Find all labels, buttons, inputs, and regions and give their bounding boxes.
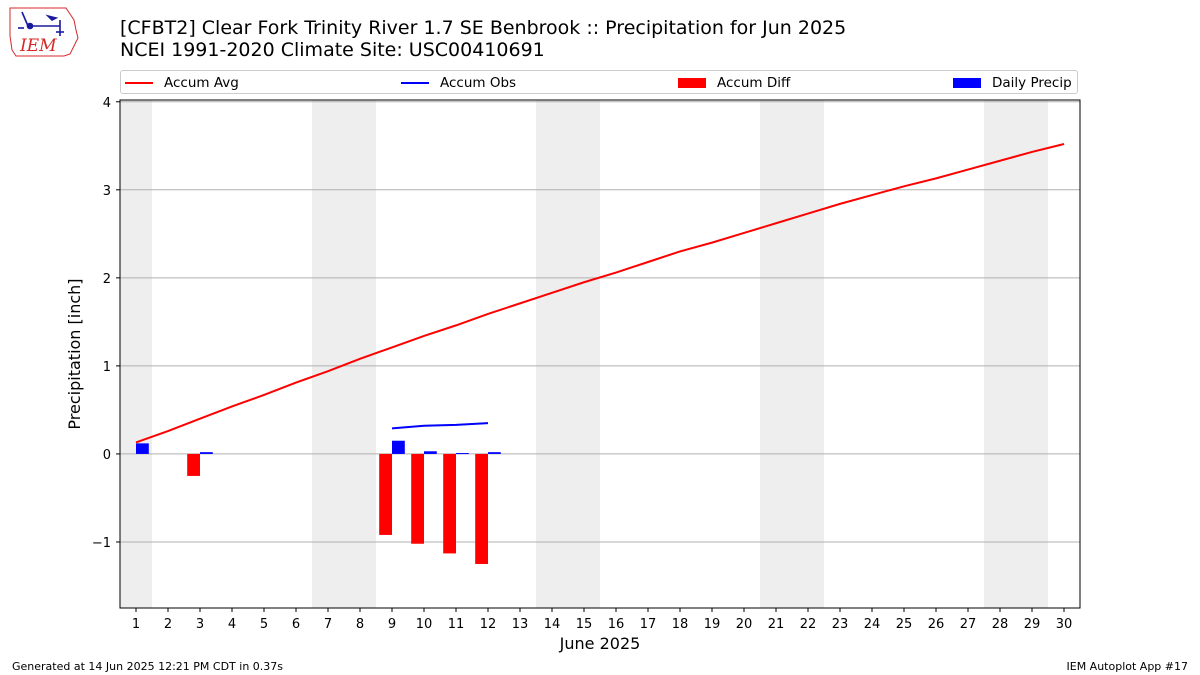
legend-swatch-accum-avg xyxy=(125,82,153,84)
y-tick-label-1: 0 xyxy=(103,448,111,463)
weekend-band-0 xyxy=(120,100,152,608)
y-tick-label-5: 4 xyxy=(103,96,111,111)
footer-app-text: IEM Autoplot App #17 xyxy=(1066,660,1189,673)
y-axis-ticks: −1 0 1 2 3 4 xyxy=(92,96,120,551)
x-tick-label-5: 5 xyxy=(260,617,268,632)
legend-label-accum-avg: Accum Avg xyxy=(164,75,239,91)
y-tick-label-3: 2 xyxy=(103,272,111,287)
x-tick-label-6: 6 xyxy=(292,617,300,632)
line-series xyxy=(135,143,1065,444)
weekend-shading xyxy=(120,100,1048,608)
grid-lines xyxy=(120,101,1080,543)
accum-diff-bar-9 xyxy=(379,453,392,535)
x-tick-label-10: 10 xyxy=(416,617,433,632)
daily-precip-bar-1 xyxy=(136,443,149,454)
x-tick-label-16: 16 xyxy=(608,617,625,632)
accum-diff-bar-10 xyxy=(411,453,424,544)
legend-swatch-accum-diff xyxy=(678,78,706,88)
weekend-band-1 xyxy=(312,100,376,608)
daily-precip-bar-10 xyxy=(424,451,437,454)
y-axis-label: Precipitation [inch] xyxy=(65,278,84,429)
weekend-band-4 xyxy=(984,100,1048,608)
accum-diff-bar-12 xyxy=(475,453,488,564)
accum-diff-bar-11 xyxy=(443,453,456,554)
chart-title: [CFBT2] Clear Fork Trinity River 1.7 SE … xyxy=(120,17,846,61)
x-tick-label-18: 18 xyxy=(672,617,689,632)
x-tick-label-17: 17 xyxy=(640,617,657,632)
x-axis-ticks: 1 2 3 4 5 6 7 8 9 10 11 12 13 14 15 16 17 18 19 20 21 22 23 24 2… xyxy=(132,608,1072,632)
x-tick-label-2: 2 xyxy=(164,617,172,632)
x-tick-label-28: 28 xyxy=(992,617,1009,632)
x-tick-label-14: 14 xyxy=(544,617,561,632)
x-tick-label-1: 1 xyxy=(132,617,140,632)
legend-item-accum-avg: Accum Avg xyxy=(125,74,239,92)
footer-generated-text: Generated at 14 Jun 2025 12:21 PM CDT in… xyxy=(12,660,284,673)
x-tick-label-25: 25 xyxy=(896,617,913,632)
legend-label-accum-obs: Accum Obs xyxy=(440,75,517,91)
accum-avg-line xyxy=(135,143,1065,444)
x-tick-label-30: 30 xyxy=(1056,617,1073,632)
legend-swatch-accum-obs xyxy=(401,82,429,84)
x-tick-label-4: 4 xyxy=(228,617,236,632)
accum-diff-bar-3 xyxy=(187,453,200,476)
y-tick-label-4: 3 xyxy=(103,184,111,199)
x-axis-label: June 2025 xyxy=(559,634,641,653)
x-tick-label-19: 19 xyxy=(704,617,721,632)
daily-precip-bar-3 xyxy=(200,452,213,454)
legend-item-daily-precip: Daily Precip xyxy=(953,74,1072,92)
logo-text: IEM xyxy=(19,36,57,56)
state-outline-icon xyxy=(9,7,79,57)
x-tick-label-7: 7 xyxy=(324,617,332,632)
y-tick-label-0: −1 xyxy=(92,536,111,551)
x-tick-label-27: 27 xyxy=(960,617,977,632)
title-line-2: NCEI 1991-2020 Climate Site: USC00410691 xyxy=(120,39,545,61)
x-tick-label-11: 11 xyxy=(448,617,465,632)
legend-label-accum-diff: Accum Diff xyxy=(717,75,791,91)
iem-logo: IEM xyxy=(9,7,79,57)
x-tick-label-26: 26 xyxy=(928,617,945,632)
x-tick-label-29: 29 xyxy=(1024,617,1041,632)
weekend-band-2 xyxy=(536,100,600,608)
daily-precip-bar-9 xyxy=(392,440,405,454)
chart-legend: Accum Avg Accum Obs Accum Diff Daily Pre… xyxy=(120,70,1078,94)
weather-instruments-icon xyxy=(18,11,64,36)
x-tick-label-13: 13 xyxy=(512,617,529,632)
plot-frame xyxy=(119,99,1081,609)
accum-obs-line xyxy=(391,422,489,430)
x-tick-label-9: 9 xyxy=(388,617,396,632)
title-line-1: [CFBT2] Clear Fork Trinity River 1.7 SE … xyxy=(120,17,847,39)
weekend-band-3 xyxy=(760,100,824,608)
legend-item-accum-obs: Accum Obs xyxy=(401,74,516,92)
x-tick-label-15: 15 xyxy=(576,617,593,632)
x-tick-label-22: 22 xyxy=(800,617,817,632)
legend-swatch-daily-precip xyxy=(953,78,981,88)
daily-precip-bar-12 xyxy=(488,452,501,454)
x-tick-label-21: 21 xyxy=(768,617,785,632)
x-tick-label-23: 23 xyxy=(832,617,849,632)
x-tick-label-3: 3 xyxy=(196,617,204,632)
legend-label-daily-precip: Daily Precip xyxy=(992,75,1072,91)
x-tick-label-8: 8 xyxy=(356,617,364,632)
bar-series xyxy=(136,440,501,564)
x-tick-label-20: 20 xyxy=(736,617,753,632)
legend-item-accum-diff: Accum Diff xyxy=(678,74,790,92)
daily-precip-bar-11 xyxy=(456,453,469,455)
y-tick-label-2: 1 xyxy=(103,360,111,375)
x-tick-label-24: 24 xyxy=(864,617,881,632)
x-tick-label-12: 12 xyxy=(480,617,497,632)
